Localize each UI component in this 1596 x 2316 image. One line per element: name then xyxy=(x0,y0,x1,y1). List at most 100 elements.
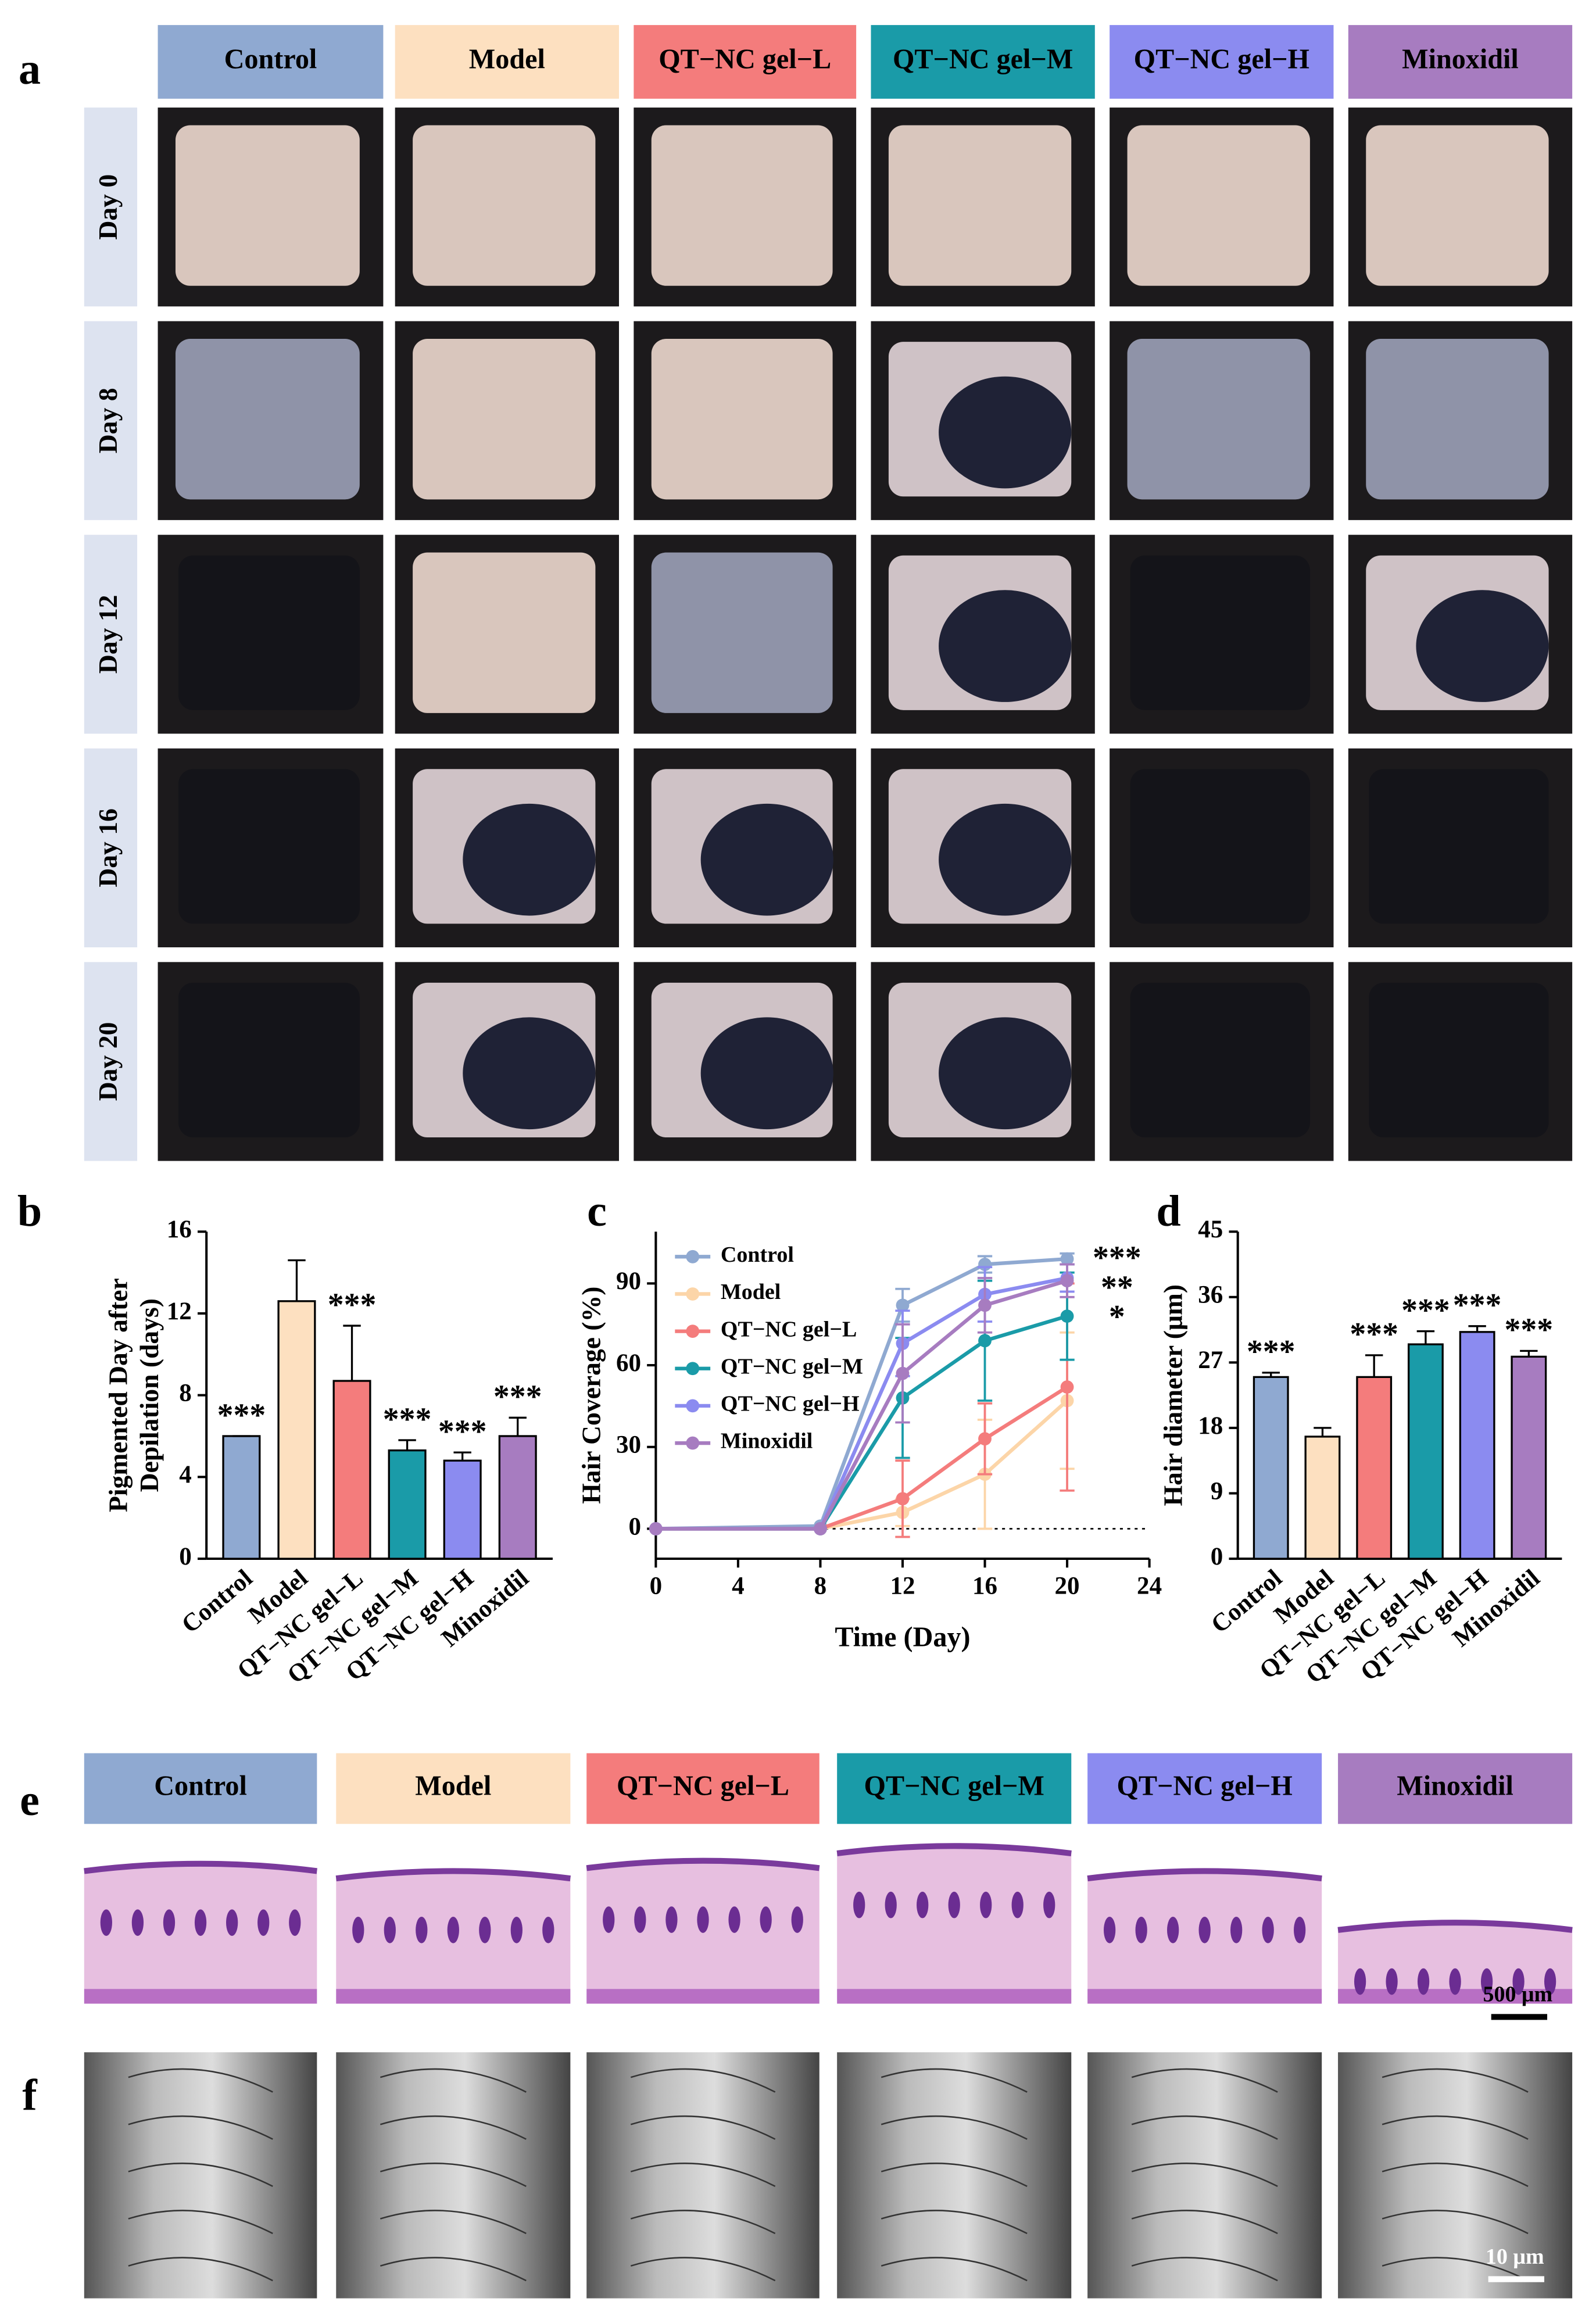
hair-follicle xyxy=(1230,1917,1243,1943)
y-tick-label: 0 xyxy=(628,1513,641,1540)
legend-label: QT−NC gel−H xyxy=(721,1392,860,1416)
cuticle-scale xyxy=(1131,2163,1278,2188)
skin-area xyxy=(1130,769,1310,924)
hair-follicle xyxy=(853,1891,865,1918)
hair-follicle xyxy=(1011,1891,1024,1918)
data-point xyxy=(814,1522,827,1535)
bar xyxy=(277,1300,316,1560)
significance: *** xyxy=(383,1401,432,1437)
bar xyxy=(1511,1355,1547,1560)
error-bar xyxy=(1314,1427,1332,1437)
muscle-layer xyxy=(837,1989,1072,2004)
hair-follicle xyxy=(603,1906,615,1933)
cuticle-scale xyxy=(881,2163,1028,2188)
significance: *** xyxy=(1505,1312,1554,1348)
skin-area xyxy=(651,339,833,500)
y-axis-label: Depilation (days) xyxy=(134,1298,164,1492)
y-tick-label: 90 xyxy=(616,1268,641,1295)
hair-follicle xyxy=(634,1906,646,1933)
skin-area xyxy=(413,125,596,286)
group-header-label: Model xyxy=(469,44,545,75)
error-bar xyxy=(1262,1372,1280,1377)
panel-label: a xyxy=(19,45,41,94)
data-point xyxy=(978,1432,992,1446)
panel-label: d xyxy=(1156,1187,1180,1236)
y-tick-label: 60 xyxy=(616,1349,641,1377)
hair-follicle xyxy=(416,1917,428,1943)
group-header xyxy=(1110,25,1334,99)
legend-label: QT−NC gel−L xyxy=(721,1317,857,1341)
legend-label: Minoxidil xyxy=(721,1429,813,1454)
error-bar xyxy=(343,1325,361,1381)
skin-area xyxy=(178,769,360,924)
bar xyxy=(443,1459,482,1560)
significance: *** xyxy=(493,1379,542,1415)
day-label: Day 16 xyxy=(93,808,123,887)
hair-follicle xyxy=(1544,1968,1556,1995)
hair-area xyxy=(939,803,1072,916)
epidermis xyxy=(836,1843,1072,1857)
bar xyxy=(1459,1331,1495,1560)
sem-image xyxy=(586,2052,820,2299)
significance: ** xyxy=(1101,1269,1133,1305)
error-bar xyxy=(1416,1330,1435,1345)
skin-area xyxy=(1369,769,1549,924)
cuticle-scale xyxy=(128,2068,273,2093)
day-header xyxy=(84,108,138,307)
data-point xyxy=(649,1522,663,1535)
y-tick-label: 30 xyxy=(616,1431,641,1459)
hair-follicle xyxy=(289,1909,301,1936)
series-line xyxy=(656,1314,1068,1531)
x-tick-label: 12 xyxy=(890,1573,915,1600)
cuticle-scale xyxy=(1131,2068,1278,2093)
x-tick-label: 0 xyxy=(650,1573,663,1600)
cuticle-scale xyxy=(128,2163,273,2188)
skin-area xyxy=(1127,339,1310,500)
skin-area xyxy=(175,339,360,500)
bar xyxy=(498,1435,537,1560)
day-label: Day 8 xyxy=(93,388,123,453)
panel-label: b xyxy=(17,1187,42,1236)
hair-follicle xyxy=(1417,1968,1430,1995)
hair-area xyxy=(463,803,596,916)
hair-follicle xyxy=(542,1917,554,1943)
series-line xyxy=(656,1276,1068,1531)
epidermis xyxy=(84,1860,317,1874)
hair-follicle xyxy=(1104,1917,1116,1943)
y-tick-label: 12 xyxy=(167,1298,192,1325)
hair-follicle xyxy=(760,1906,772,1933)
day-header xyxy=(84,962,138,1161)
error-bar xyxy=(288,1259,306,1301)
skin-area xyxy=(1127,125,1310,286)
y-axis-label: Pigmented Day after xyxy=(103,1278,133,1512)
group-header-label: QT−NC gel−H xyxy=(1117,1771,1292,1802)
y-tick-label: 4 xyxy=(179,1461,192,1488)
hair-area xyxy=(939,376,1072,489)
hair-follicle xyxy=(728,1906,740,1933)
hair-area xyxy=(700,803,833,916)
skin-area xyxy=(178,982,360,1138)
cuticle-scale xyxy=(128,2257,273,2282)
group-header-label: QT−NC gel−L xyxy=(659,44,831,75)
cuticle-scale xyxy=(630,2163,776,2188)
day-header xyxy=(84,748,138,947)
epidermis xyxy=(1087,1868,1322,1882)
hair-follicle xyxy=(100,1909,112,1936)
cuticle-scale xyxy=(881,2210,1028,2235)
hair-follicle xyxy=(131,1909,144,1936)
y-tick-label: 36 xyxy=(1198,1282,1223,1309)
hair-follicle xyxy=(163,1909,176,1936)
bar xyxy=(332,1380,371,1560)
day-header xyxy=(84,535,138,734)
bar xyxy=(222,1435,261,1560)
hair-follicle xyxy=(1135,1917,1147,1943)
skin-area xyxy=(1130,982,1310,1138)
sem-image xyxy=(837,2052,1072,2299)
significance: *** xyxy=(438,1413,487,1449)
data-point xyxy=(1060,1274,1074,1288)
bar xyxy=(1253,1376,1289,1560)
group-header xyxy=(1348,25,1573,99)
hair-follicle xyxy=(384,1917,396,1943)
x-tick-label: Control xyxy=(1206,1565,1287,1639)
